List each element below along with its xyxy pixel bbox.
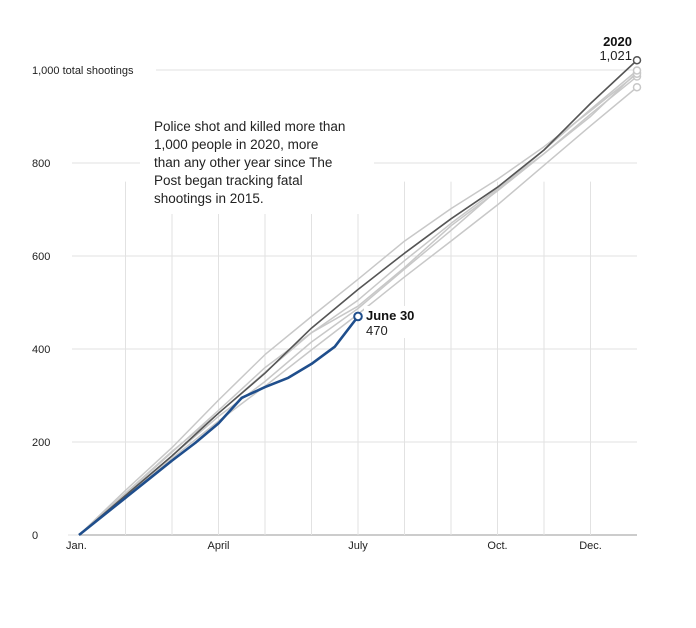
x-tick-label: Jan. xyxy=(66,540,87,552)
annotation-line-2: 1,000 people in 2020, more xyxy=(154,137,318,152)
y-axis-labels: 0 200 400 600 800 1,000 total shootings xyxy=(32,65,134,542)
annotation-line-1: Police shot and killed more than xyxy=(154,119,345,134)
series-end-markers xyxy=(353,55,642,322)
callout-current-value: 470 xyxy=(366,323,388,338)
annotation-box: Police shot and killed more than 1,000 p… xyxy=(140,114,374,214)
x-gridlines xyxy=(125,181,591,535)
series-line-y2017 xyxy=(78,75,638,536)
y-tick-label: 0 xyxy=(32,530,38,542)
y-tick-label: 400 xyxy=(32,344,50,356)
annotation-line-3: than any other year since The xyxy=(154,155,332,170)
callout-2020-value: 1,021 xyxy=(599,48,632,63)
callout-current: June 30 470 xyxy=(364,306,424,338)
callout-2020-label: 2020 xyxy=(603,34,632,49)
callout-current-background xyxy=(364,306,424,338)
x-tick-label: July xyxy=(348,540,368,552)
annotation-line-5: shootings in 2015. xyxy=(154,191,264,206)
series-line-y2020 xyxy=(78,59,638,536)
x-axis-labels: Jan. April July Oct. Dec. xyxy=(66,540,602,552)
annotation-line-4: Post began tracking fatal xyxy=(154,173,303,188)
series-lines xyxy=(78,59,638,537)
series-end-marker-y2019 xyxy=(632,66,642,75)
y-tick-label: 800 xyxy=(32,158,50,170)
callout-current-label: June 30 xyxy=(366,308,414,323)
callout-2020: 2020 1,021 xyxy=(599,34,632,63)
series-end-marker-y2020 xyxy=(632,55,642,65)
x-tick-label: April xyxy=(207,540,229,552)
series-line-y2018 xyxy=(78,73,638,536)
y-tick-label: 200 xyxy=(32,437,50,449)
series-end-marker-y2021 xyxy=(353,311,363,322)
series-line-y2021 xyxy=(78,315,360,537)
y-tick-label: 1,000 total shootings xyxy=(32,65,134,77)
x-tick-label: Oct. xyxy=(487,540,507,552)
y-tick-label: 600 xyxy=(32,251,50,263)
series-end-marker-y2016 xyxy=(632,82,642,92)
annotation-background xyxy=(140,114,374,214)
x-tick-label: Dec. xyxy=(579,540,602,552)
